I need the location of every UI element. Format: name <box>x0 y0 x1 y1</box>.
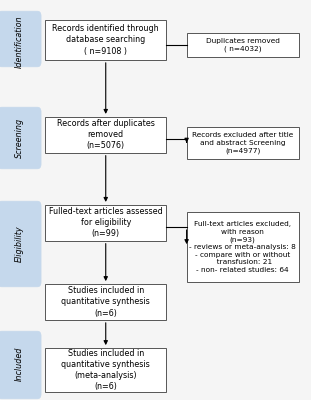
Text: Screening: Screening <box>15 118 24 158</box>
Text: Included: Included <box>15 347 24 381</box>
Text: Records after duplicates
removed
(n=5076): Records after duplicates removed (n=5076… <box>57 119 155 150</box>
FancyBboxPatch shape <box>187 127 299 159</box>
Text: Records identified through
database searching
( n=9108 ): Records identified through database sear… <box>53 24 159 56</box>
FancyBboxPatch shape <box>45 117 166 153</box>
FancyBboxPatch shape <box>0 201 41 287</box>
FancyBboxPatch shape <box>187 33 299 57</box>
Text: Records excluded after title
and abstract Screening
(n=4977): Records excluded after title and abstrac… <box>192 132 293 154</box>
FancyBboxPatch shape <box>45 20 166 60</box>
Text: Studies included in
quantitative synthesis
(n=6): Studies included in quantitative synthes… <box>61 286 150 318</box>
Text: Studies included in
quantitative synthesis
(meta-analysis)
(n=6): Studies included in quantitative synthes… <box>61 349 150 391</box>
Text: Full-text articles excluded,
with reason
(n=93)
- reviews or meta-analysis: 8
- : Full-text articles excluded, with reason… <box>189 221 296 273</box>
Text: Identification: Identification <box>15 16 24 68</box>
FancyBboxPatch shape <box>187 212 299 282</box>
FancyBboxPatch shape <box>45 284 166 320</box>
Text: Duplicates removed
( n=4032): Duplicates removed ( n=4032) <box>206 38 280 52</box>
FancyBboxPatch shape <box>45 348 166 392</box>
Text: Fulled-text articles assessed
for eligibility
(n=99): Fulled-text articles assessed for eligib… <box>49 207 163 238</box>
FancyBboxPatch shape <box>0 11 41 67</box>
FancyBboxPatch shape <box>0 331 41 399</box>
Text: Eligibility: Eligibility <box>15 226 24 262</box>
FancyBboxPatch shape <box>45 205 166 241</box>
FancyBboxPatch shape <box>0 107 41 169</box>
